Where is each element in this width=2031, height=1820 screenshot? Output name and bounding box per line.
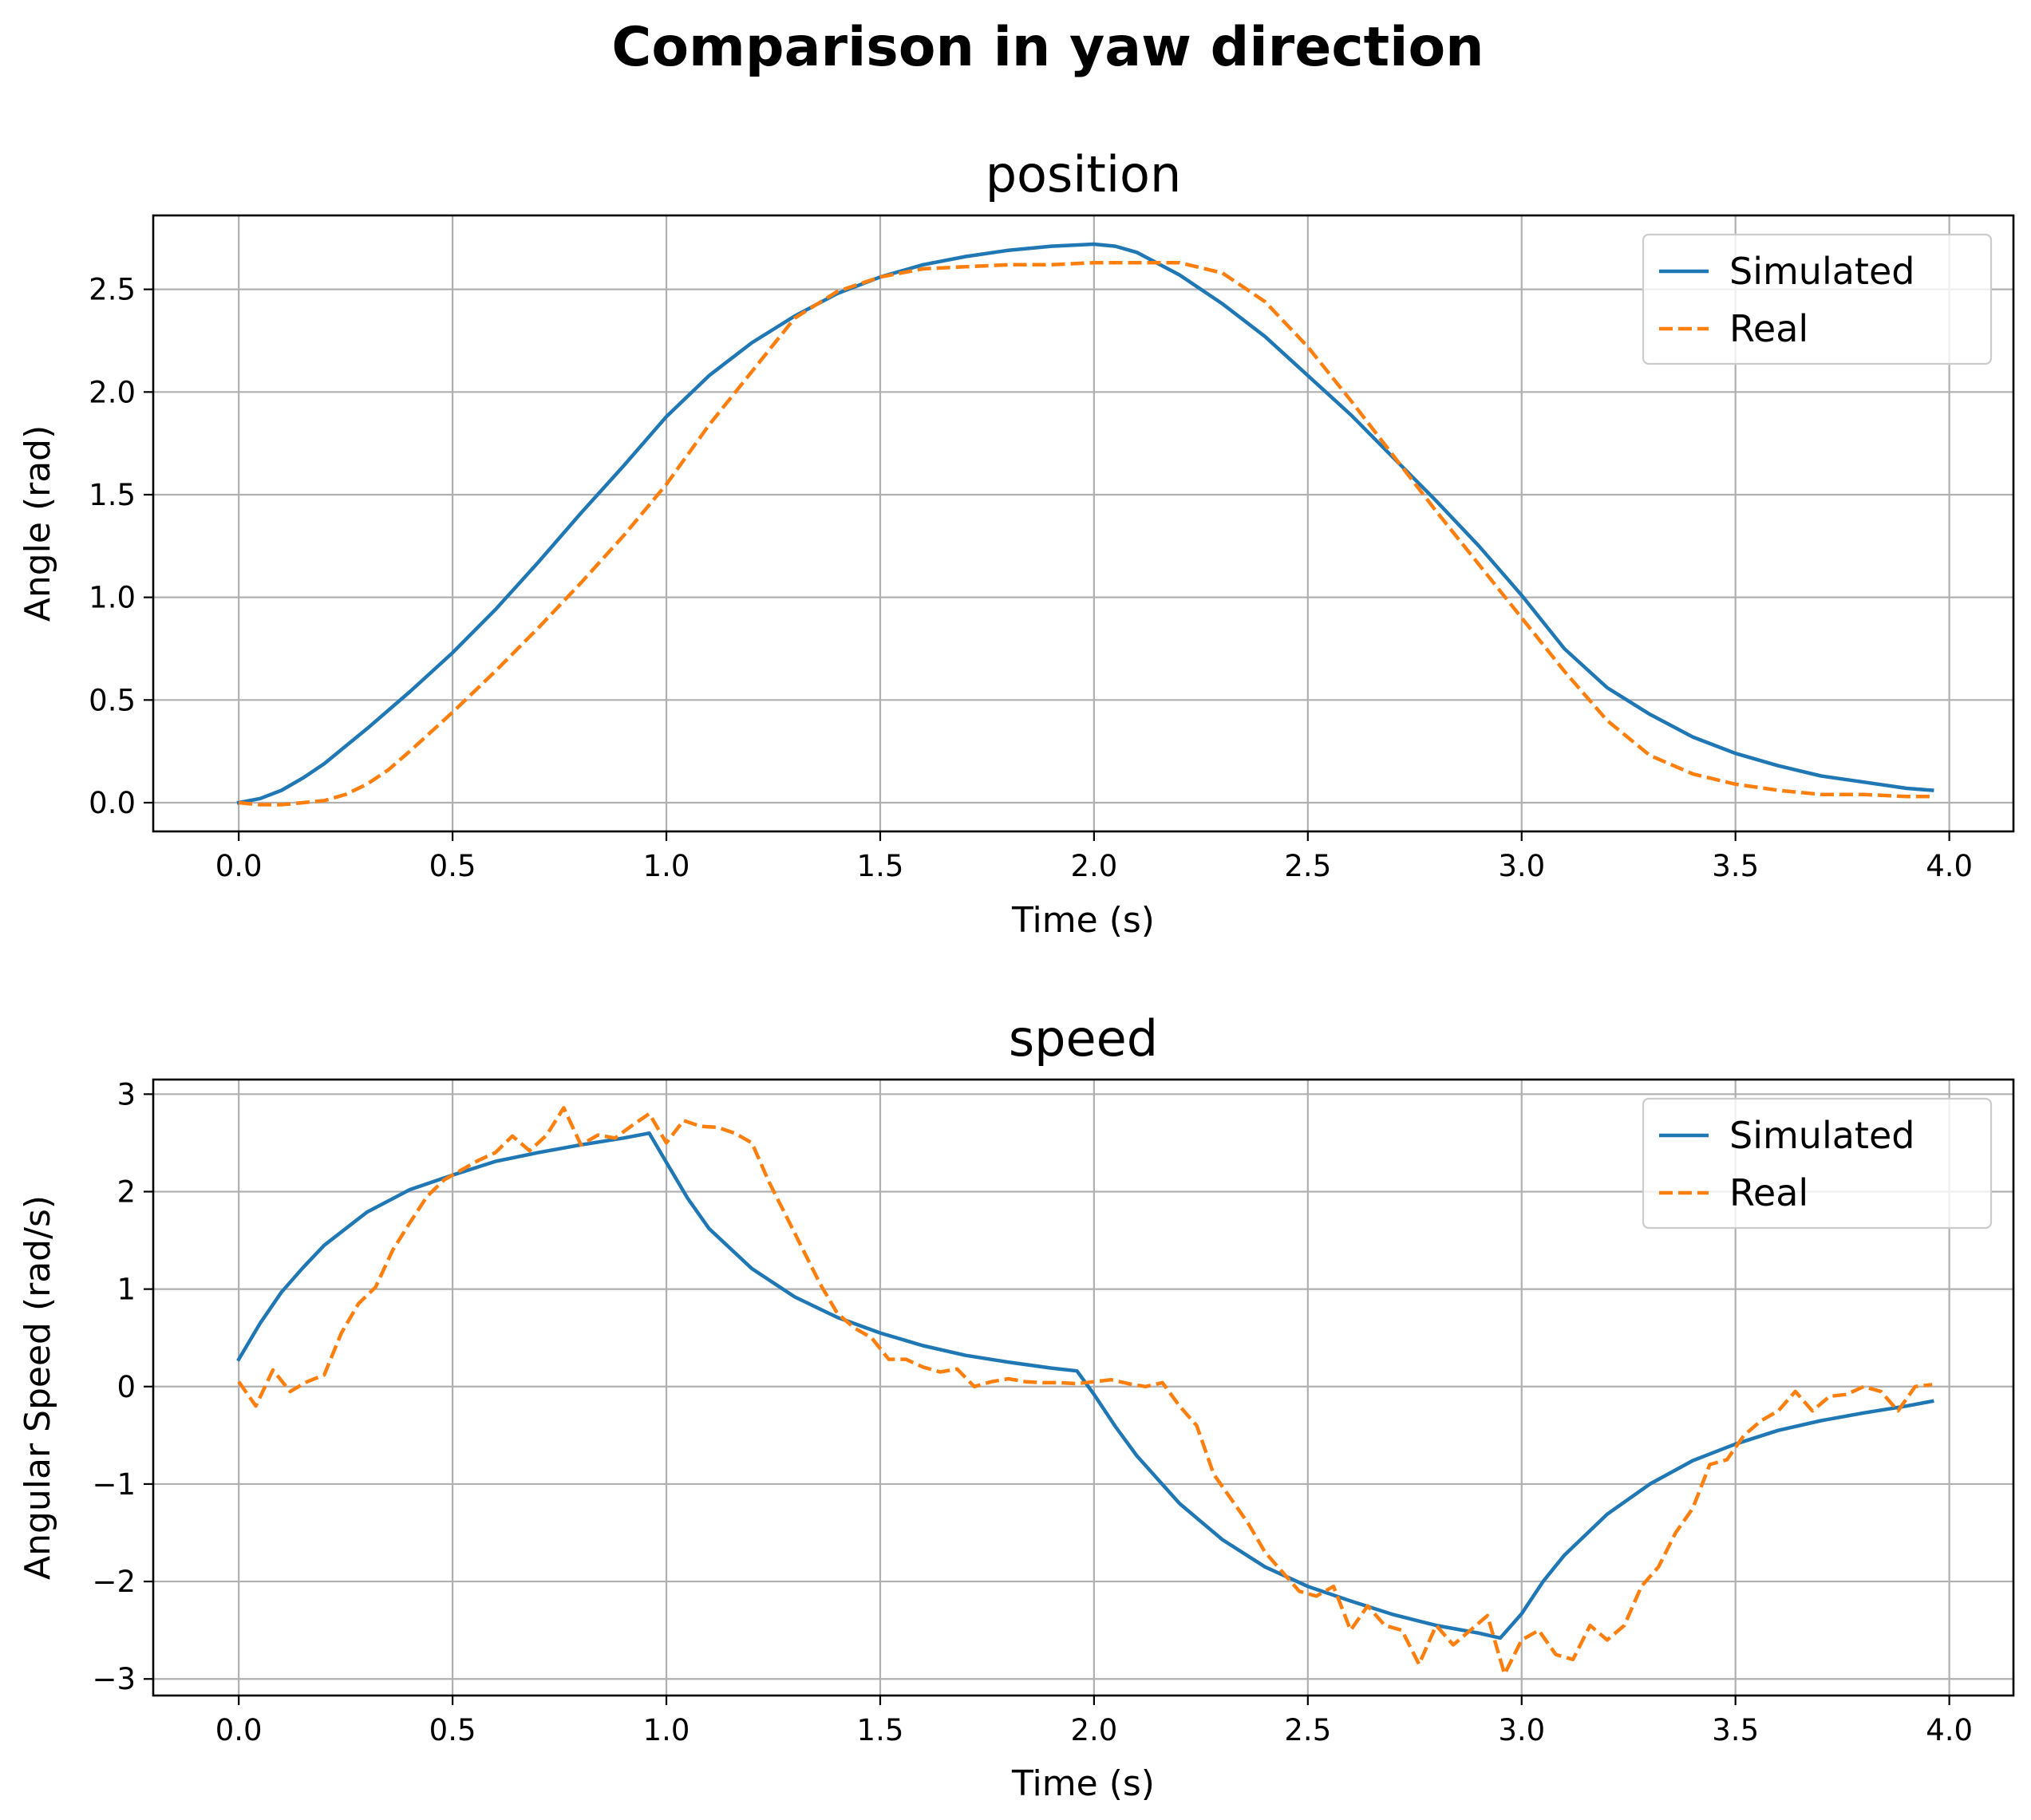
x-tick-label: 3.0 [1498, 849, 1545, 883]
y-tick-label: 1.0 [89, 581, 136, 615]
x-tick-label: 1.5 [857, 849, 904, 883]
subplot-title: speed [1009, 1009, 1158, 1068]
x-tick-label: 0.0 [215, 1713, 263, 1747]
x-tick-label: 1.0 [643, 1713, 690, 1747]
x-tick-label: 4.0 [1926, 1713, 1973, 1747]
y-tick-label: −3 [92, 1662, 136, 1696]
x-tick-label: 1.0 [643, 849, 690, 883]
y-tick-label: 0.0 [89, 786, 136, 820]
x-axis-label: Time (s) [1011, 900, 1155, 941]
x-axis-label: Time (s) [1011, 1763, 1155, 1804]
y-tick-label: −2 [92, 1565, 136, 1599]
x-tick-label: 2.5 [1284, 1713, 1331, 1747]
x-tick-label: 2.0 [1070, 849, 1117, 883]
x-tick-label: 2.0 [1070, 1713, 1117, 1747]
legend-label-simulated: Simulated [1729, 1114, 1914, 1157]
legend-label-real: Real [1729, 307, 1808, 350]
legend-box [1642, 1097, 1993, 1230]
x-tick-label: 1.5 [857, 1713, 904, 1747]
y-tick-label: 0 [117, 1370, 136, 1404]
x-tick-label: 0.5 [429, 1713, 476, 1747]
y-tick-label: 1 [117, 1273, 136, 1307]
y-tick-label: 1.5 [89, 478, 136, 512]
x-tick-label: 0.5 [429, 849, 476, 883]
axes-frame [152, 1078, 2015, 1697]
speed-subplot: 0.0 0.5 1.0 1.5 2.0 2.5 3.0 3.5 4.0 −3 −2 −1 0 1 2 3 spe… [18, 1009, 2015, 1804]
legend: Simulated Real [1642, 233, 1993, 365]
y-tick-label: 3 [117, 1077, 136, 1111]
series-line-simulated [236, 1131, 1934, 1640]
y-tick-label: 2.5 [89, 273, 136, 307]
x-tick-label: 4.0 [1926, 849, 1973, 883]
x-tick-label: 3.5 [1712, 849, 1759, 883]
subplot-title: position [986, 145, 1182, 203]
y-axis-label: Angle (rad) [18, 425, 58, 622]
y-tick-label: −1 [92, 1467, 136, 1502]
x-tick-label: 3.0 [1498, 1713, 1545, 1747]
legend-label-simulated: Simulated [1729, 250, 1914, 293]
legend-box [1642, 233, 1993, 365]
series-line-real [237, 1106, 1933, 1676]
x-tick-label: 0.0 [215, 849, 263, 883]
y-tick-label: 2.0 [89, 375, 136, 409]
x-tick-label: 2.5 [1284, 849, 1331, 883]
y-tick-label: 2 [117, 1175, 136, 1209]
position-subplot: 0.0 0.5 1.0 1.5 2.0 2.5 3.0 3.5 4.0 0.0 0.5 1.0 1.5 2… [18, 145, 2015, 941]
legend-label-real: Real [1729, 1171, 1808, 1214]
axes-frame [152, 214, 2015, 833]
series-line-simulated [236, 242, 1934, 805]
x-tick-label: 3.5 [1712, 1713, 1759, 1747]
y-axis-label: Angular Speed (rad/s) [18, 1195, 58, 1580]
figure-suptitle: Comparison in yaw direction [611, 16, 1484, 79]
y-tick-label: 0.5 [89, 683, 136, 717]
legend: Simulated Real [1642, 1097, 1993, 1230]
